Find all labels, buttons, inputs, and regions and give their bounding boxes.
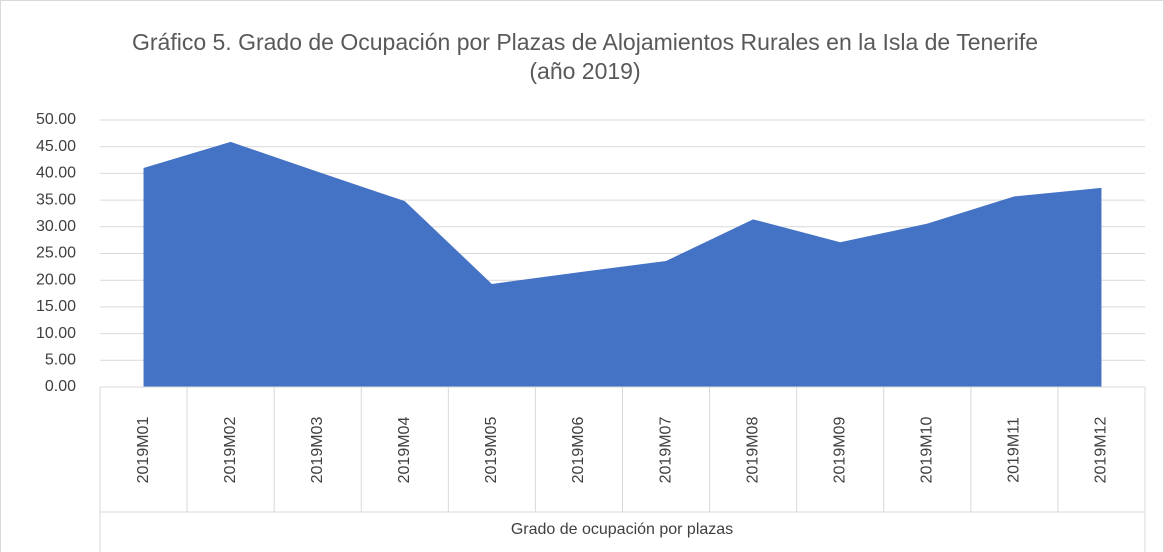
y-tick-label: 5.00 xyxy=(45,352,76,369)
x-tick-label: 2019M04 xyxy=(396,417,413,484)
x-tick-label: 2019M01 xyxy=(135,417,152,484)
x-tick-label: 2019M10 xyxy=(919,417,936,484)
y-tick-label: 30.00 xyxy=(36,218,76,235)
chart-title: Gráfico 5. Grado de Ocupación por Plazas… xyxy=(131,29,1039,84)
y-tick-label: 40.00 xyxy=(36,165,76,182)
y-tick-label: 20.00 xyxy=(36,271,76,288)
y-tick-label: 25.00 xyxy=(36,245,76,262)
y-tick-label: 15.00 xyxy=(36,298,76,315)
y-tick-label: 45.00 xyxy=(36,138,76,155)
x-tick-label: 2019M02 xyxy=(222,417,239,484)
y-tick-label: 10.00 xyxy=(36,325,76,342)
y-tick-label: 50.00 xyxy=(36,111,76,128)
x-tick-label: 2019M11 xyxy=(1006,417,1023,483)
x-tick-label: 2019M06 xyxy=(570,417,587,484)
x-tick-label: 2019M05 xyxy=(483,417,500,484)
y-tick-label: 0.00 xyxy=(45,378,76,395)
x-tick-label: 2019M07 xyxy=(657,417,674,484)
x-tick-label: 2019M09 xyxy=(831,417,848,484)
x-tick-label: 2019M03 xyxy=(309,417,326,484)
x-tick-label: 2019M12 xyxy=(1093,417,1110,484)
y-tick-label: 35.00 xyxy=(36,191,76,208)
x-axis-label: Grado de ocupación por plazas xyxy=(511,521,733,538)
area xyxy=(143,141,1102,387)
x-tick-label: 2019M08 xyxy=(744,417,761,484)
